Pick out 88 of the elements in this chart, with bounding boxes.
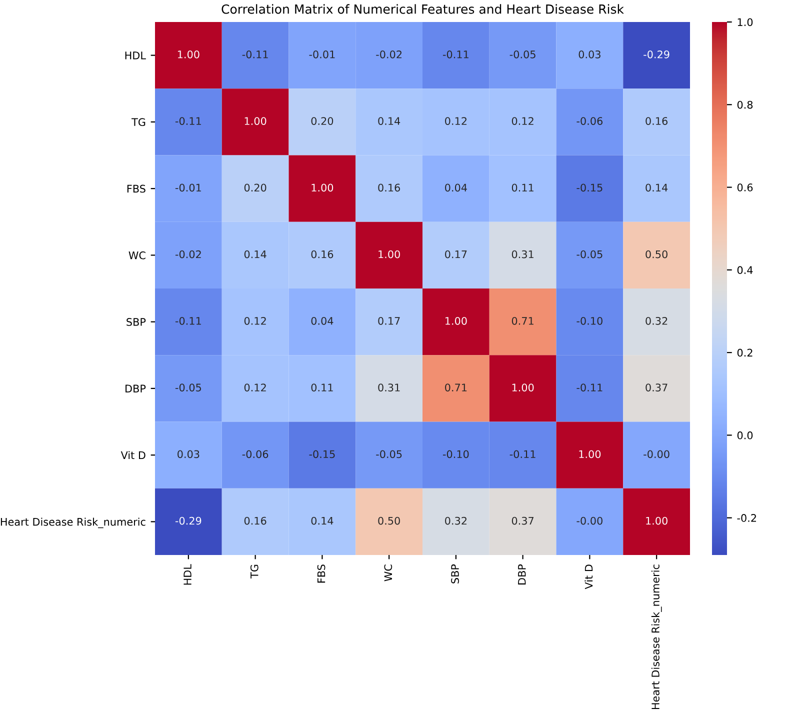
y-tick-label: SBP (126, 318, 146, 326)
data-label: -0.05 (175, 384, 202, 392)
color-bar-label: 1.0 (738, 18, 753, 26)
data-label: 0.12 (244, 316, 266, 325)
data-label: 0.12 (512, 117, 534, 125)
chart-title: Correlation Matrix of Numerical Features and Heart Disease Risk (222, 4, 624, 14)
x-tick-label: Heart Disease Risk_numeric (651, 564, 662, 710)
data-label: -0.05 (576, 250, 602, 258)
data-label: 1.00 (579, 450, 601, 458)
color-bar-label: 0.8 (737, 100, 753, 109)
data-label: 0.11 (512, 184, 534, 192)
data-label: 0.20 (311, 117, 334, 125)
data-label: -0.11 (175, 117, 201, 125)
data-label: -0.02 (175, 250, 201, 258)
data-label: -0.00 (576, 516, 602, 525)
data-label: 0.16 (646, 117, 668, 125)
data-label: 0.17 (445, 250, 467, 258)
data-label: -0.10 (576, 316, 602, 325)
x-tick-label: Vit D (584, 564, 593, 590)
data-label: 0.16 (244, 516, 266, 525)
data-label: 0.20 (244, 184, 266, 192)
data-label: -0.05 (510, 50, 536, 58)
x-tick-label: SBP (451, 564, 459, 584)
data-label: -0.15 (576, 184, 602, 192)
y-tick-label: Vit D (120, 451, 146, 460)
data-label: 0.04 (311, 316, 334, 325)
data-label: 0.03 (578, 50, 600, 58)
data-label: -0.29 (175, 516, 202, 525)
data-label: -0.11 (442, 50, 468, 58)
data-label: 0.71 (512, 316, 534, 325)
color-bar-label: 0.4 (737, 266, 753, 274)
data-label: 0.11 (311, 384, 333, 392)
data-label: 0.50 (378, 516, 400, 525)
data-label: 1.00 (512, 384, 534, 392)
data-label: 1.00 (445, 316, 467, 325)
data-label: 1.00 (378, 250, 400, 258)
x-tick-label: FBS (317, 564, 326, 583)
data-label: 0.32 (646, 316, 668, 325)
data-label: 0.50 (646, 250, 668, 258)
data-label: -0.01 (175, 184, 201, 192)
x-tick-label: TG (250, 564, 258, 578)
data-label: 0.12 (244, 384, 266, 392)
data-label: 0.16 (311, 250, 334, 258)
data-label: 0.03 (178, 450, 200, 458)
data-label: 1.00 (312, 184, 334, 192)
data-label: 0.31 (512, 250, 534, 258)
data-label: 0.14 (646, 184, 668, 192)
data-label: -0.15 (309, 450, 335, 458)
data-label: 0.17 (378, 316, 400, 325)
data-label: -0.05 (376, 450, 402, 458)
y-tick-label: WC (128, 251, 146, 260)
data-label: -0.06 (242, 450, 268, 458)
x-tick-label: DBP (518, 564, 526, 584)
data-label: 1.00 (244, 117, 266, 125)
y-tick-label: TG (132, 118, 146, 126)
data-label: 0.04 (445, 184, 467, 192)
data-label: 1.00 (178, 50, 200, 58)
color-bar-label: 0.6 (737, 184, 753, 192)
data-label: 0.31 (378, 384, 400, 392)
data-label: 0.32 (445, 516, 466, 525)
y-tick-label: HDL (125, 52, 146, 60)
color-bar-label: 0.0 (737, 431, 753, 440)
color-bar-label: 0.2 (737, 348, 752, 357)
color-bar-label: -0.2 (737, 514, 756, 522)
data-label: -0.00 (644, 450, 670, 458)
data-label: 0.14 (311, 516, 334, 525)
data-label: 0.14 (244, 250, 266, 258)
data-label: -0.29 (644, 50, 670, 58)
y-tick-label: DBP (126, 384, 146, 392)
data-label: -0.10 (442, 450, 469, 458)
data-label: 1.00 (646, 516, 668, 525)
data-label: -0.02 (376, 50, 402, 58)
data-label: 0.37 (512, 516, 534, 525)
data-label: -0.11 (175, 316, 201, 325)
data-label: 0.71 (445, 384, 467, 392)
data-label: -0.01 (309, 50, 335, 58)
data-label: 0.12 (445, 117, 466, 125)
x-tick-label: HDL (184, 564, 192, 585)
y-tick-label: FBS (127, 184, 146, 193)
data-label: 0.16 (378, 184, 400, 192)
x-tick-label: WC (384, 564, 392, 582)
data-label: -0.06 (576, 117, 603, 125)
data-label: -0.11 (242, 50, 268, 58)
data-label: -0.11 (510, 450, 536, 458)
data-label: 0.37 (646, 384, 668, 392)
y-tick-label: Heart Disease Risk_numeric (0, 518, 146, 528)
data-label: 0.14 (378, 117, 400, 125)
data-label: -0.11 (576, 384, 602, 392)
